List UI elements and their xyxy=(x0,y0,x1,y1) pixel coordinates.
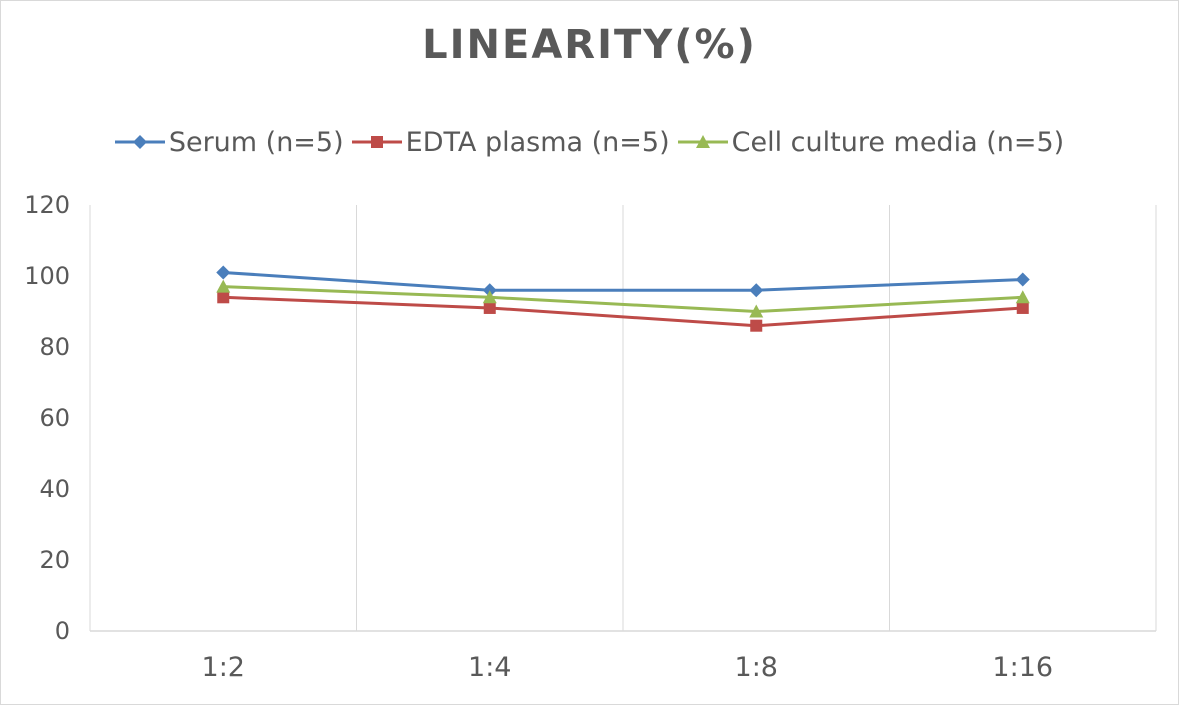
legend-item-serum: Serum (n=5) xyxy=(114,126,344,158)
data-point-edta-plasma xyxy=(483,301,496,314)
y-tick-label: 0 xyxy=(55,617,70,645)
series-line-cell-culture-media xyxy=(223,285,1023,313)
chart-title: LINEARITY(%) xyxy=(422,22,757,68)
y-tick-label: 60 xyxy=(39,404,70,432)
legend-label-cell-culture-media: Cell culture media (n=5) xyxy=(731,126,1065,158)
x-tick-label: 1:16 xyxy=(992,652,1053,683)
legend-swatch-edta-plasma xyxy=(351,136,402,148)
legend-label-edta-plasma: EDTA plasma (n=5) xyxy=(405,126,670,158)
y-tick-label: 120 xyxy=(24,191,70,219)
data-point-serum xyxy=(482,283,497,298)
y-tick-label: 80 xyxy=(39,333,70,361)
legend-swatch-cell-culture-media xyxy=(677,135,728,148)
data-point-edta-plasma xyxy=(750,319,763,332)
data-point-cell-culture-media xyxy=(216,279,231,293)
legend: Serum (n=5) EDTA plasma (n=5) Cell cultu… xyxy=(0,120,1179,164)
data-point-serum xyxy=(749,283,764,298)
series-line-edta-plasma xyxy=(223,295,1023,328)
y-tick-label: 20 xyxy=(39,546,70,574)
legend-item-cell-culture-media: Cell culture media (n=5) xyxy=(677,126,1065,158)
data-point-cell-culture-media xyxy=(749,304,764,318)
y-tick-label: 100 xyxy=(24,262,70,290)
data-point-cell-culture-media xyxy=(1015,290,1030,304)
data-point-edta-plasma xyxy=(1016,301,1029,314)
legend-label-serum: Serum (n=5) xyxy=(168,126,344,158)
data-point-cell-culture-media xyxy=(482,290,497,304)
data-point-serum xyxy=(216,265,231,280)
legend-swatch-serum xyxy=(114,135,165,149)
x-tick-label: 1:2 xyxy=(202,652,245,683)
data-point-serum xyxy=(1015,272,1030,287)
y-tick-label: 40 xyxy=(39,475,70,503)
legend-item-edta-plasma: EDTA plasma (n=5) xyxy=(351,126,670,158)
x-tick-label: 1:4 xyxy=(468,652,511,683)
series-line-serum xyxy=(223,270,1023,292)
data-point-edta-plasma xyxy=(217,291,230,304)
x-tick-label: 1:8 xyxy=(735,652,778,683)
